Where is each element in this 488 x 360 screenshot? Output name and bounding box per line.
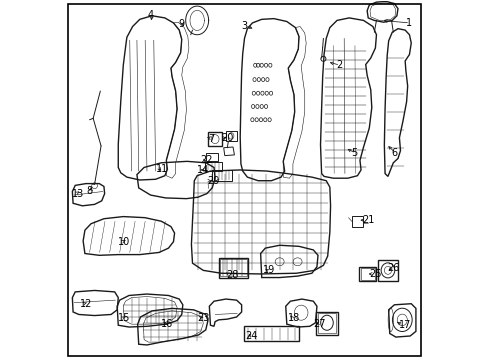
Text: 12: 12	[80, 299, 92, 309]
Text: 15: 15	[118, 313, 130, 323]
Text: 4: 4	[147, 10, 154, 20]
Bar	[359, 267, 376, 281]
Text: 2: 2	[335, 60, 342, 70]
Text: 14: 14	[197, 165, 209, 175]
Bar	[317, 313, 335, 333]
Bar	[351, 216, 362, 227]
Bar	[225, 131, 236, 141]
Bar	[316, 312, 337, 335]
Bar	[204, 162, 222, 171]
Text: 13: 13	[72, 189, 84, 199]
Text: 26: 26	[386, 263, 399, 273]
Text: 6: 6	[391, 148, 397, 158]
Text: 24: 24	[244, 331, 257, 341]
Text: 29: 29	[206, 176, 219, 186]
Bar	[360, 268, 374, 280]
Text: 11: 11	[155, 164, 167, 174]
Text: 21: 21	[362, 215, 374, 225]
Bar	[211, 170, 232, 181]
Bar	[220, 259, 246, 276]
Bar	[244, 326, 299, 341]
Text: 20: 20	[221, 133, 233, 143]
Text: 19: 19	[263, 265, 275, 275]
Text: 28: 28	[225, 270, 238, 280]
Bar	[377, 260, 397, 281]
Text: 27: 27	[313, 319, 325, 329]
Text: 16: 16	[161, 319, 173, 329]
Text: 5: 5	[351, 148, 357, 158]
Bar	[218, 258, 247, 278]
Text: 8: 8	[86, 186, 93, 197]
Text: 17: 17	[398, 320, 410, 330]
Text: 10: 10	[118, 237, 130, 247]
Text: 7: 7	[207, 134, 214, 144]
Text: 23: 23	[197, 313, 209, 323]
Text: 18: 18	[287, 313, 300, 323]
Bar	[207, 132, 222, 146]
Text: 1: 1	[405, 18, 411, 28]
Text: 3: 3	[241, 21, 246, 31]
Text: 9: 9	[178, 19, 184, 29]
Text: 25: 25	[368, 269, 381, 279]
Bar	[205, 153, 218, 161]
Text: 22: 22	[201, 155, 213, 165]
